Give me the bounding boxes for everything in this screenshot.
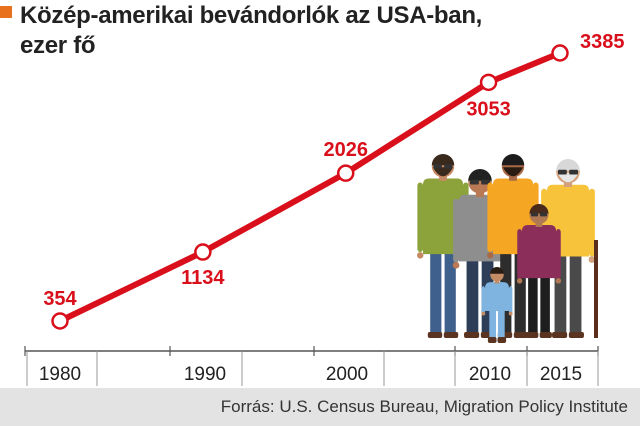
data-labels: 354 1134 2026 3053 3385 <box>43 31 624 310</box>
data-label: 2026 <box>323 139 368 161</box>
data-label: 1134 <box>181 267 225 289</box>
data-label: 3053 <box>466 98 511 120</box>
x-tick-label: 1980 <box>39 364 81 385</box>
data-label: 354 <box>43 288 77 310</box>
data-point <box>51 312 69 330</box>
x-axis: 1980 1990 2000 2010 2015 <box>24 346 599 386</box>
title-accent-square <box>0 6 12 18</box>
chart-title-line-2: ezer fő <box>20 32 96 59</box>
person-figure <box>481 267 513 343</box>
person-figure <box>516 203 562 338</box>
chart-title-line-1: Közép-amerikai bevándorlók az USA-ban, <box>20 2 483 29</box>
source-note: Forrás: U.S. Census Bureau, Migration Po… <box>220 397 628 416</box>
chart-title: Közép-amerikai bevándorlók az USA-ban, e… <box>20 1 620 61</box>
data-point <box>194 243 212 261</box>
data-point <box>336 164 355 182</box>
data-point <box>551 44 569 62</box>
x-tick-label: 2000 <box>326 364 368 385</box>
series-line-group <box>51 44 569 330</box>
x-tick-label: 2015 <box>540 364 582 385</box>
people-illustration <box>417 153 598 343</box>
data-point <box>479 73 498 92</box>
x-tick-label: 1990 <box>184 364 226 385</box>
x-tick-label: 2010 <box>469 364 511 385</box>
cane <box>594 240 598 338</box>
footer-bar: Forrás: U.S. Census Bureau, Migration Po… <box>0 388 640 426</box>
data-label: 3385 <box>580 31 625 53</box>
